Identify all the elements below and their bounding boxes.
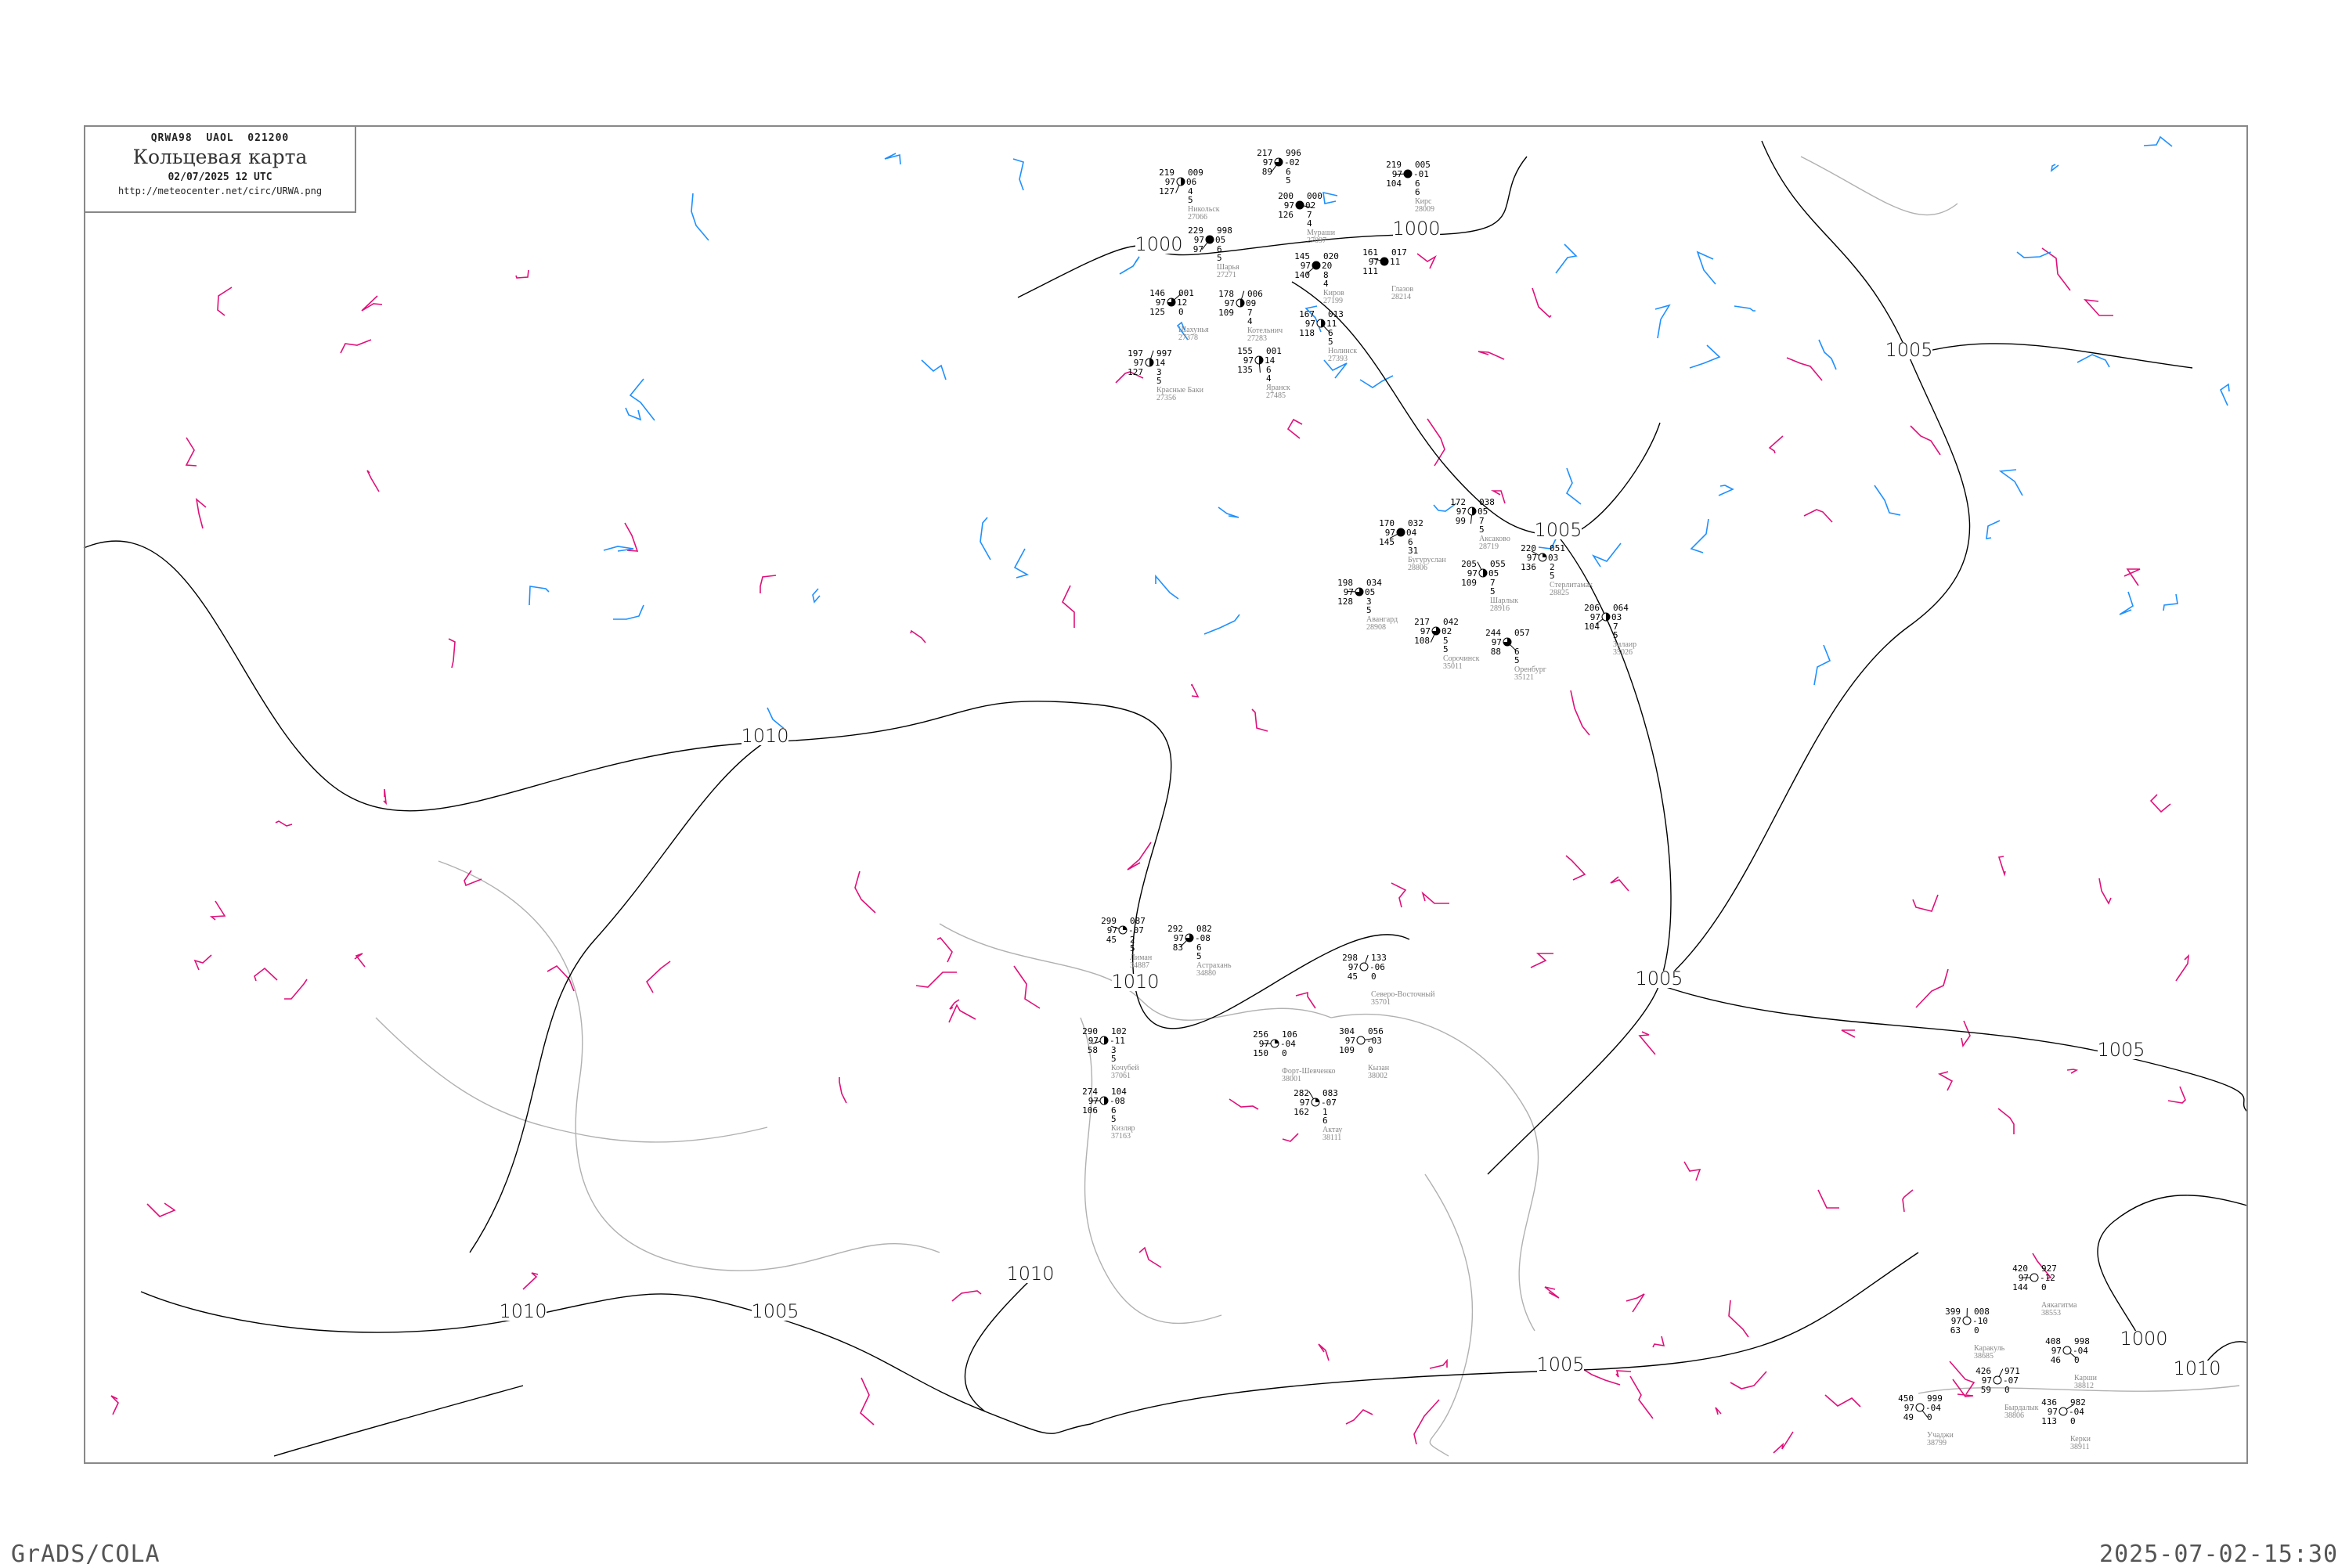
footer-software: GrADS/COLA (11, 1541, 161, 1568)
title-box: QRWA98 UAOL 021200 Кольцевая карта 02/07… (84, 125, 356, 213)
footer-timestamp: 2025-07-02-15:30 (2099, 1541, 2338, 1568)
map-title: Кольцевая карта (85, 146, 355, 168)
bulletin-code: QRWA98 UAOL 021200 (85, 132, 355, 144)
map-date: 02/07/2025 12 UTC (85, 171, 355, 183)
source-url: http://meteocenter.net/circ/URWA.png (85, 186, 355, 196)
map-frame (84, 125, 2248, 1464)
